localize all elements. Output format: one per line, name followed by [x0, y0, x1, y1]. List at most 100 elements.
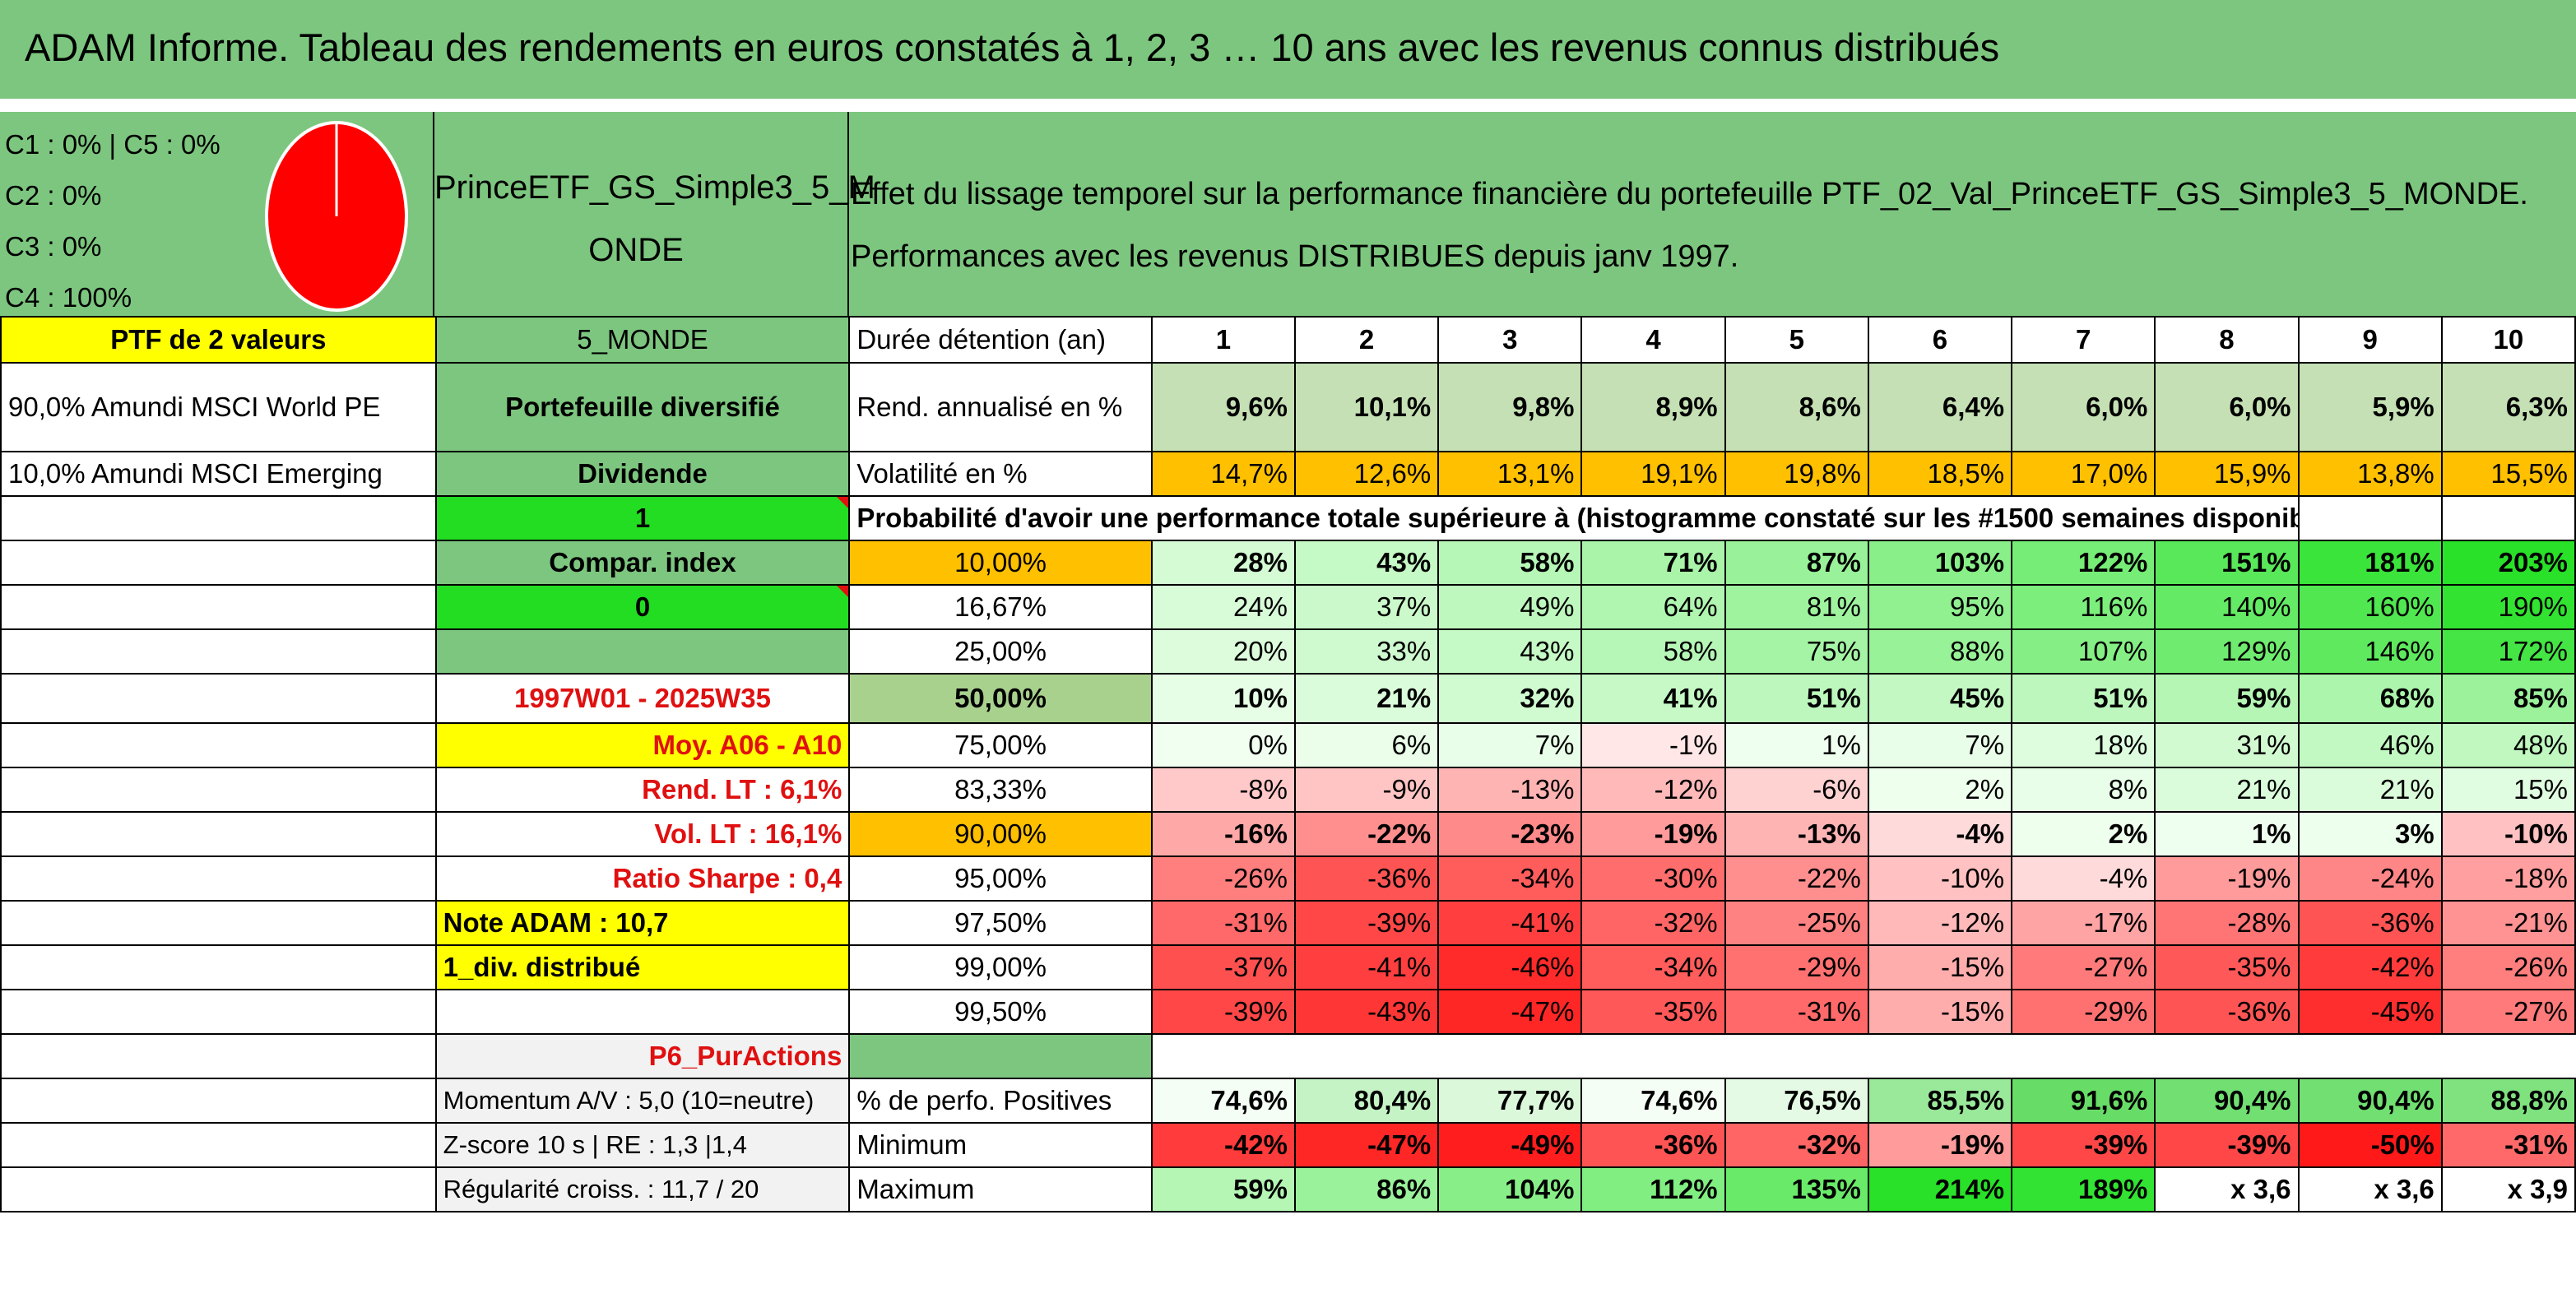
quantile-cell: 129%: [2154, 628, 2300, 675]
summary-band: [0, 112, 2576, 316]
quantile-cell: -27%: [2440, 989, 2576, 1035]
quantile-cell: -8%: [1150, 767, 1297, 813]
positive-cell: 91,6%: [2011, 1078, 2156, 1124]
table-row-quantile: Ratio Sharpe : 0,4 95,00% -26% -36% -34% -30…: [0, 855, 2576, 902]
quantile-cell: -24%: [2297, 855, 2443, 902]
minimum-cell: -19%: [1867, 1122, 2013, 1168]
quantile-cell: 103%: [1867, 540, 2013, 586]
quantile-cell: 6%: [1293, 722, 1440, 768]
table-row-quantile: 1997W01 - 2025W35 50,00% 10% 21% 32% 41% 51% 4…: [0, 673, 2576, 724]
maximum-cell: 189%: [2011, 1166, 2156, 1212]
quantile-label: 97,50%: [848, 900, 1153, 946]
description-line1: Effet du lissage temporel sur la perform…: [851, 177, 2528, 211]
year-header: 6: [1867, 316, 2013, 364]
empty-cell: [434, 989, 851, 1035]
empty-cell: [0, 767, 437, 813]
quantile-cell: 160%: [2297, 584, 2443, 630]
quantile-cell: 2%: [2011, 811, 2156, 857]
quantile-cell: 151%: [2154, 540, 2300, 586]
quantile-cell: 45%: [1867, 673, 2013, 724]
table-row-return: 90,0% Amundi MSCI World PE Portefeuille …: [0, 362, 2576, 452]
quantile-cell: -15%: [1867, 944, 2013, 990]
quantile-label: 95,00%: [848, 855, 1153, 902]
long-term-volatility: Vol. LT : 16,1%: [434, 811, 851, 857]
quantile-cell: 46%: [2297, 722, 2443, 768]
zone-label: 5_MONDE: [434, 316, 851, 364]
positive-cell: 85,5%: [1867, 1078, 2013, 1124]
volatility-cell: 18,5%: [1867, 451, 2013, 497]
empty-cell: [0, 722, 437, 768]
quantile-cell: -4%: [1867, 811, 2013, 857]
quantile-cell: 18%: [2011, 722, 2156, 768]
legend-c2: C2 : 0%: [5, 180, 102, 211]
quantile-cell: -43%: [1293, 989, 1440, 1035]
year-header: 10: [2440, 316, 2576, 364]
empty-cell: [0, 900, 437, 946]
sharpe-ratio: Ratio Sharpe : 0,4: [434, 855, 851, 902]
table-row-quantile: 25,00% 20% 33% 43% 58% 75% 88% 107% 129% 146% 172%: [0, 628, 2576, 675]
return-label: Rend. annualisé en %: [848, 362, 1153, 452]
empty-cell: [0, 855, 437, 902]
table-row-quantile: 1_div. distribué 99,00% -37% -41% -46% -34% -…: [0, 944, 2576, 990]
quantile-cell: 7%: [1437, 722, 1583, 768]
quantile-label: 99,50%: [848, 989, 1153, 1035]
year-header: 8: [2154, 316, 2300, 364]
description: Effet du lissage temporel sur la perform…: [851, 163, 2528, 288]
growth-regularity: Régularité croiss. : 11,7 / 20: [434, 1166, 851, 1212]
returns-table: PTF de 2 valeurs 5_MONDE Durée détention…: [0, 316, 2576, 1212]
quantile-cell: -15%: [1867, 989, 2013, 1035]
quantile-cell: 31%: [2154, 722, 2300, 768]
quantile-cell: -10%: [1867, 855, 2013, 902]
minimum-cell: -42%: [1150, 1122, 1297, 1168]
positive-cell: 77,7%: [1437, 1078, 1583, 1124]
maximum-cell: 135%: [1724, 1166, 1869, 1212]
maximum-cell: 86%: [1293, 1166, 1440, 1212]
quantile-cell: -12%: [1580, 767, 1726, 813]
average-label: Moy. A06 - A10: [434, 722, 851, 768]
quantile-cell: -39%: [1150, 989, 1297, 1035]
table-row-quantile: 0 16,67% 24% 37% 49% 64% 81% 95% 116% 140% 160% 19…: [0, 584, 2576, 630]
quantile-cell: 8%: [2011, 767, 2156, 813]
quantile-cell: -34%: [1437, 855, 1583, 902]
empty-cell: [1152, 1034, 2575, 1078]
title-bar: ADAM Informe. Tableau des rendements en …: [0, 0, 2576, 99]
quantile-cell: 58%: [1580, 628, 1726, 675]
portfolio-type: Portefeuille diversifié: [434, 362, 851, 452]
positive-cell: 90,4%: [2154, 1078, 2300, 1124]
minimum-cell: -47%: [1293, 1122, 1440, 1168]
volatility-label: Volatilité en %: [848, 451, 1153, 497]
quantile-cell: 51%: [2011, 673, 2156, 724]
maximum-cell: 214%: [1867, 1166, 2013, 1212]
empty-cell: [2297, 495, 2443, 541]
maximum-cell: 112%: [1580, 1166, 1726, 1212]
category-label: P6_PurActions: [434, 1033, 851, 1079]
quantile-label: 25,00%: [848, 628, 1153, 675]
legend-c4: C4 : 100%: [5, 282, 132, 313]
year-header: 1: [1150, 316, 1297, 364]
quantile-cell: 43%: [1437, 628, 1583, 675]
dividend-distributed: 1_div. distribué: [434, 944, 851, 990]
table-row-category: P6_PurActions: [0, 1033, 2575, 1079]
table-row-positive: Momentum A/V : 5,0 (10=neutre) % de perf…: [0, 1078, 2576, 1124]
quantile-cell: 75%: [1724, 628, 1869, 675]
dividend-value[interactable]: 1: [434, 495, 851, 541]
year-header: 9: [2297, 316, 2443, 364]
quantile-cell: 59%: [2154, 673, 2300, 724]
quantile-cell: -22%: [1724, 855, 1869, 902]
empty-cell: [848, 1033, 1153, 1079]
quantile-label: 50,00%: [848, 673, 1153, 724]
page-title: ADAM Informe. Tableau des rendements en …: [25, 26, 2000, 69]
quantile-cell: -1%: [1580, 722, 1726, 768]
maximum-label: Maximum: [848, 1166, 1153, 1212]
volatility-cell: 19,8%: [1724, 451, 1869, 497]
positive-cell: 88,8%: [2440, 1078, 2576, 1124]
quantile-cell: 32%: [1437, 673, 1583, 724]
compar-index-value[interactable]: 0: [434, 584, 851, 630]
quantile-cell: 116%: [2011, 584, 2156, 630]
empty-cell: [0, 673, 437, 724]
quantile-cell: -29%: [2011, 989, 2156, 1035]
minimum-cell: -50%: [2297, 1122, 2443, 1168]
quantile-cell: -29%: [1724, 944, 1869, 990]
return-cell: 10,1%: [1293, 362, 1440, 452]
column-divider: [847, 112, 849, 316]
